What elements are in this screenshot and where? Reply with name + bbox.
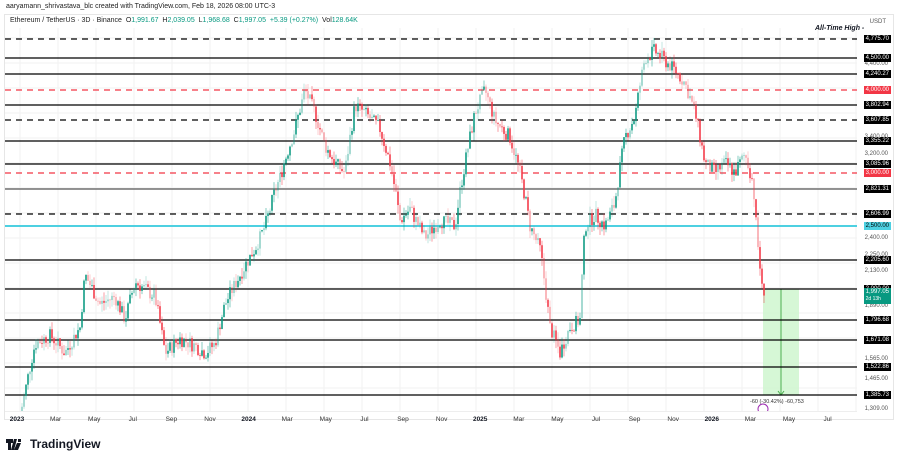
time-tick: 2023: [9, 416, 25, 423]
time-tick: May: [551, 416, 564, 423]
time-tick: Jul: [128, 416, 137, 423]
close-value: 1,997.05: [238, 17, 266, 24]
price-tick: 1,890.00: [864, 302, 888, 309]
level-price-tag: 2,821.31: [863, 185, 891, 193]
price-tick: 2,400.00: [864, 234, 888, 241]
level-price-tag: 1,385.73: [863, 391, 891, 399]
level-price-tag: 2,500.00: [863, 222, 891, 230]
price-axis[interactable]: USDT 4,400.003,400.003,200.002,400.002,2…: [857, 15, 892, 412]
time-tick: Sep: [165, 416, 178, 423]
level-price-tag: 3,085.96: [863, 160, 891, 168]
high-value: 2,039.05: [167, 17, 195, 24]
level-price-tag: 1,796.68: [863, 316, 891, 324]
open-value: 1,991.67: [131, 17, 159, 24]
alert-icon[interactable]: [757, 403, 769, 411]
price-chart[interactable]: [5, 28, 857, 411]
time-tick: Jul: [591, 416, 601, 423]
currency-label: USDT: [869, 19, 886, 25]
level-price-tag: 3,802.94: [863, 101, 891, 109]
level-price-tag: 4,775.70: [863, 35, 891, 43]
change-value: +5.39 (+0.27%): [269, 17, 319, 24]
time-tick: Nov: [667, 416, 679, 423]
time-tick: Nov: [435, 416, 448, 423]
level-price-tag: 1,671.08: [863, 336, 891, 344]
time-tick: 2024: [241, 416, 256, 423]
level-price-tag: 4,240.27: [863, 70, 891, 78]
time-tick: Sep: [397, 416, 409, 423]
time-tick: Nov: [204, 416, 216, 423]
price-tick: 3,200.00: [864, 151, 888, 158]
level-price-tag: 4,000.00: [863, 86, 891, 94]
level-price-tag: 4,500.00: [863, 54, 891, 62]
price-tick: 2,250.00: [864, 251, 888, 258]
price-tick: 1,309.00: [864, 406, 888, 412]
tradingview-logo-icon: [6, 438, 21, 450]
measure-label: -60 (-30.42%) -60,753: [750, 399, 804, 405]
symbol-name[interactable]: Ethereum / TetherUS · 3D · Binance: [10, 17, 122, 24]
time-tick: Sep: [628, 416, 641, 423]
chart-frame: [4, 14, 894, 420]
current-price-tag: 1,997.05 2d 13h: [863, 288, 891, 305]
chart-credit: aaryamann_shrivastava_blc created with T…: [6, 3, 276, 10]
time-tick: Jul: [360, 416, 369, 423]
time-tick: May: [782, 416, 796, 423]
level-price-tag: 3,355.22: [863, 137, 891, 145]
level-price-tag: 3,607.85: [863, 116, 891, 124]
time-tick: May: [319, 416, 332, 423]
price-tick: 4,400.00: [864, 61, 888, 68]
time-tick: Jul: [823, 416, 832, 423]
time-tick: Mar: [744, 416, 756, 423]
symbol-legend: Ethereum / TetherUS · 3D · Binance O1,99…: [10, 17, 358, 24]
level-price-tag: 2,606.99: [863, 210, 891, 218]
time-axis[interactable]: 2023 Mar May Jul Sep Nov 2024 Mar May Jul Sep Nov 20…: [5, 411, 857, 426]
level-price-tag: 3,000.00: [863, 169, 891, 177]
time-tick: Mar: [49, 416, 62, 423]
all-time-high-label: All-Time High -: [815, 25, 865, 32]
tradingview-logo: TradingView: [6, 437, 100, 451]
low-value: 1,968.68: [202, 17, 230, 24]
candles-svg: [5, 28, 857, 411]
level-price-tag: 1,522.86: [863, 363, 891, 371]
price-tick: 1,565.00: [864, 356, 888, 363]
price-tick: 1,465.00: [864, 375, 888, 382]
time-tick: Mar: [513, 416, 525, 423]
price-tick: 2,130.00: [864, 267, 888, 274]
volume-value: 128.64K: [331, 17, 358, 24]
time-tick: May: [88, 416, 101, 423]
time-tick: Mar: [281, 416, 293, 423]
time-tick: 2025: [472, 416, 488, 423]
level-price-tag: 2,205.60: [863, 256, 891, 264]
time-tick: 2026: [704, 416, 720, 423]
brand-name: TradingView: [30, 437, 101, 451]
